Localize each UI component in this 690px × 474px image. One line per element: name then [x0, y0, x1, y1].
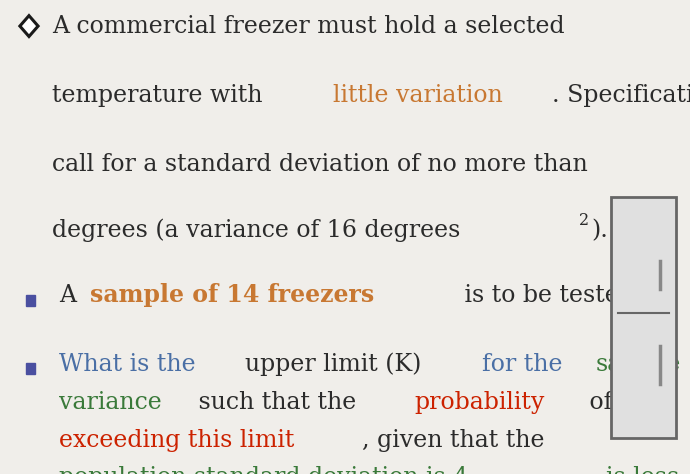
Text: What is the: What is the: [59, 353, 203, 376]
Text: A: A: [59, 284, 83, 308]
Text: variance: variance: [59, 391, 161, 414]
Text: 2: 2: [579, 212, 589, 229]
Text: temperature with: temperature with: [52, 84, 270, 107]
Text: . Specificatio: . Specificatio: [552, 84, 690, 107]
Polygon shape: [20, 16, 38, 36]
Text: population standard deviation is 4,: population standard deviation is 4,: [59, 466, 483, 474]
Text: such that the: such that the: [191, 391, 364, 414]
Text: A commercial freezer must hold a selected: A commercial freezer must hold a selecte…: [52, 15, 564, 38]
Text: sample: sample: [595, 353, 681, 376]
FancyBboxPatch shape: [611, 197, 676, 438]
Text: exceeding this limit: exceeding this limit: [59, 428, 294, 452]
Text: is less: is less: [607, 466, 680, 474]
Text: for the: for the: [482, 353, 570, 376]
Text: upper limit (K): upper limit (K): [245, 352, 428, 376]
Text: , given that the: , given that the: [362, 428, 545, 452]
Text: sample of 14 freezers: sample of 14 freezers: [90, 283, 375, 308]
Text: little variation: little variation: [333, 84, 503, 107]
FancyBboxPatch shape: [26, 364, 35, 374]
Text: degrees (a variance of 16 degrees: degrees (a variance of 16 degrees: [52, 219, 460, 242]
Text: ).: ).: [592, 219, 609, 242]
Text: call for a standard deviation of no more than: call for a standard deviation of no more…: [52, 153, 587, 176]
Text: of: of: [582, 391, 613, 414]
FancyBboxPatch shape: [26, 295, 35, 306]
Text: probability: probability: [414, 391, 544, 414]
Text: is to be tested: is to be tested: [457, 284, 634, 308]
